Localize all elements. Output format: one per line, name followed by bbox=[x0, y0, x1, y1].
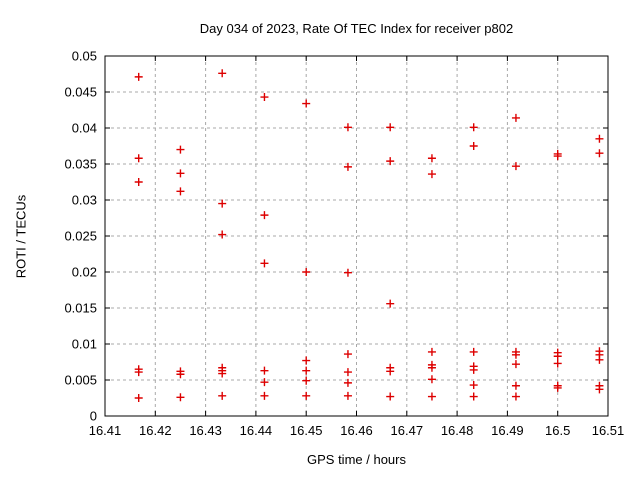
x-tick-label: 16.51 bbox=[592, 423, 625, 438]
data-point-marker bbox=[511, 350, 520, 359]
data-point-marker bbox=[134, 368, 143, 377]
y-tick-label: 0 bbox=[90, 409, 97, 424]
y-tick-label: 0.015 bbox=[64, 301, 97, 316]
y-tick-label: 0.04 bbox=[72, 121, 97, 136]
data-point-marker bbox=[176, 169, 185, 178]
x-tick-label: 16.47 bbox=[391, 423, 424, 438]
data-point-marker bbox=[134, 178, 143, 186]
data-point-marker bbox=[134, 72, 143, 81]
y-tick-label: 0.01 bbox=[72, 337, 97, 352]
data-point-marker bbox=[302, 391, 311, 400]
data-point-marker bbox=[469, 381, 478, 390]
data-point-marker bbox=[511, 381, 520, 390]
data-point-marker bbox=[469, 142, 478, 150]
data-point-marker bbox=[553, 383, 562, 392]
data-point-marker bbox=[469, 365, 478, 374]
data-point-marker bbox=[218, 369, 227, 378]
axes bbox=[104, 55, 609, 417]
data-point-marker bbox=[386, 299, 395, 308]
y-tick-label: 0.025 bbox=[64, 229, 97, 244]
x-tick-label: 16.41 bbox=[89, 423, 122, 438]
data-point-marker bbox=[218, 230, 227, 239]
data-point-marker bbox=[595, 385, 604, 394]
data-point-marker bbox=[386, 123, 395, 132]
data-point-marker bbox=[218, 69, 227, 78]
data-point-marker bbox=[302, 376, 311, 385]
x-tick-label: 16.43 bbox=[189, 423, 222, 438]
data-point-marker bbox=[553, 359, 562, 368]
data-point-marker bbox=[595, 149, 604, 158]
data-point-marker bbox=[343, 391, 352, 400]
data-point-marker bbox=[343, 123, 352, 132]
x-tick-label: 16.42 bbox=[139, 423, 172, 438]
data-point-marker bbox=[302, 99, 311, 108]
data-point-marker bbox=[511, 113, 520, 122]
x-tick-label: 16.49 bbox=[491, 423, 524, 438]
data-point-marker bbox=[511, 360, 520, 369]
data-point-marker bbox=[427, 363, 436, 372]
data-point-marker bbox=[427, 347, 436, 356]
data-point-marker bbox=[469, 123, 478, 132]
y-tick-label: 0.05 bbox=[72, 49, 97, 64]
data-point-marker bbox=[427, 375, 436, 384]
data-point-marker bbox=[386, 392, 395, 401]
y-tick-label: 0.035 bbox=[64, 157, 97, 172]
data-point-marker bbox=[260, 391, 269, 400]
data-point-marker bbox=[260, 366, 269, 375]
data-point-marker bbox=[260, 211, 269, 220]
data-point-marker bbox=[260, 378, 269, 387]
data-point-marker bbox=[302, 268, 311, 276]
data-point-marker bbox=[511, 162, 520, 171]
data-point-marker bbox=[511, 392, 520, 401]
data-point-marker bbox=[134, 154, 143, 163]
x-tick-label: 16.48 bbox=[441, 423, 474, 438]
y-axis-label: ROTI / TECUs bbox=[13, 194, 29, 279]
data-point-marker bbox=[176, 187, 185, 196]
y-tick-label: 0.045 bbox=[64, 85, 97, 100]
data-point-marker bbox=[427, 392, 436, 401]
data-point-marker bbox=[386, 367, 395, 376]
data-point-marker bbox=[176, 370, 185, 379]
data-point-marker bbox=[218, 199, 227, 208]
data-point-marker bbox=[260, 93, 269, 102]
data-point-marker bbox=[469, 347, 478, 356]
data-point-marker bbox=[302, 366, 311, 375]
data-point-marker bbox=[134, 394, 143, 402]
x-tick-label: 16.44 bbox=[240, 423, 273, 438]
x-tick-label: 16.5 bbox=[545, 423, 570, 438]
data-points bbox=[134, 69, 604, 402]
y-tick-label: 0.02 bbox=[72, 265, 97, 280]
data-point-marker bbox=[343, 350, 352, 359]
data-point-marker bbox=[218, 391, 227, 400]
x-tick-label: 16.46 bbox=[340, 423, 373, 438]
data-point-marker bbox=[343, 162, 352, 171]
chart-title: Day 034 of 2023, Rate Of TEC Index for r… bbox=[199, 21, 514, 36]
data-point-marker bbox=[595, 134, 604, 143]
data-point-marker bbox=[176, 145, 185, 154]
data-point-marker bbox=[386, 157, 395, 166]
y-tick-label: 0.03 bbox=[72, 193, 97, 208]
gridlines bbox=[105, 56, 608, 416]
data-point-marker bbox=[553, 152, 562, 161]
data-point-marker bbox=[553, 352, 562, 361]
data-point-marker bbox=[343, 368, 352, 377]
data-point-marker bbox=[260, 259, 269, 268]
y-tick-label: 0.005 bbox=[64, 373, 97, 388]
data-point-marker bbox=[427, 154, 436, 163]
data-point-marker bbox=[427, 170, 436, 179]
data-point-marker bbox=[343, 268, 352, 277]
data-point-marker bbox=[176, 393, 185, 402]
data-point-marker bbox=[302, 356, 311, 365]
x-axis-label: GPS time / hours bbox=[307, 452, 406, 467]
data-point-marker bbox=[595, 355, 604, 364]
data-point-marker bbox=[469, 392, 478, 401]
x-tick-label: 16.45 bbox=[290, 423, 323, 438]
tick-labels: 16.41 16.42 16.43 16.44 16.45 16.46 16.47 16.48… bbox=[64, 49, 624, 439]
data-point-marker bbox=[343, 378, 352, 387]
